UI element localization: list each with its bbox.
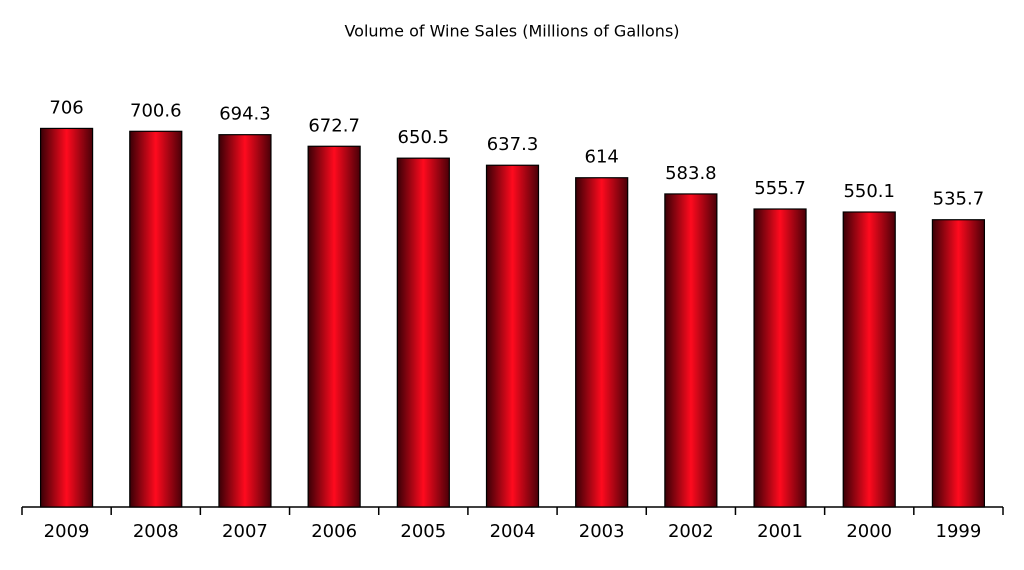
bar <box>842 211 896 508</box>
bar <box>485 164 540 508</box>
x-tick-label: 2001 <box>757 521 803 542</box>
x-tick-label: 2003 <box>579 521 625 542</box>
x-tick-label: 1999 <box>936 521 982 542</box>
chart-title: Volume of Wine Sales (Millions of Gallon… <box>344 22 679 41</box>
bar <box>575 177 629 508</box>
data-label: 550.1 <box>843 181 895 202</box>
x-tick-label: 2009 <box>44 521 90 542</box>
x-tick-label: 2005 <box>400 521 446 542</box>
bar <box>664 193 718 508</box>
bar <box>129 130 183 508</box>
data-label: 706 <box>49 97 83 118</box>
bar <box>931 219 986 508</box>
x-tick-label: 2007 <box>222 521 268 542</box>
bar <box>753 208 807 508</box>
data-label: 583.8 <box>665 163 717 184</box>
bar <box>39 127 94 508</box>
bar <box>307 145 361 508</box>
data-label: 555.7 <box>754 178 806 199</box>
data-label: 672.7 <box>308 115 360 136</box>
data-label: 700.6 <box>130 100 182 121</box>
data-label: 694.3 <box>219 104 271 125</box>
bar <box>396 157 450 508</box>
data-label: 614 <box>585 147 619 168</box>
x-tick-label: 2008 <box>133 521 179 542</box>
x-tick-label: 2000 <box>846 521 892 542</box>
data-label: 637.3 <box>487 134 539 155</box>
data-label: 535.7 <box>933 189 985 210</box>
bar <box>218 134 272 508</box>
x-tick-label: 2002 <box>668 521 714 542</box>
x-tick-label: 2004 <box>490 521 536 542</box>
x-tick-label: 2006 <box>311 521 357 542</box>
data-label: 650.5 <box>398 127 450 148</box>
